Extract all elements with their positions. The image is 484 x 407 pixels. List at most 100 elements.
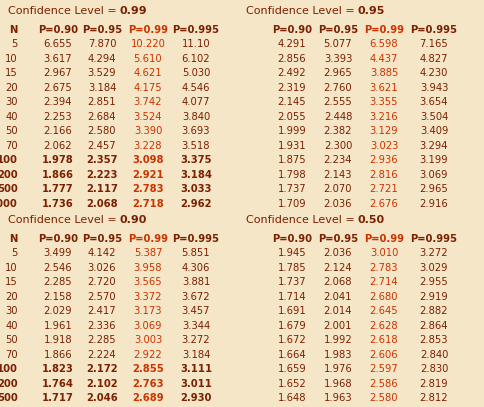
- Text: P=0.995: P=0.995: [172, 25, 220, 35]
- Text: 3.228: 3.228: [134, 141, 162, 151]
- Text: 2.580: 2.580: [88, 126, 116, 136]
- Text: 2.864: 2.864: [420, 321, 448, 331]
- Text: 3.010: 3.010: [370, 248, 398, 258]
- Text: 3.617: 3.617: [44, 54, 72, 64]
- Text: 2.062: 2.062: [44, 141, 72, 151]
- Text: 3.504: 3.504: [420, 112, 448, 122]
- Text: 3.184: 3.184: [88, 83, 116, 93]
- Text: 200: 200: [0, 170, 18, 180]
- Text: P=0.90: P=0.90: [38, 25, 78, 35]
- Text: 3.881: 3.881: [182, 277, 210, 287]
- Text: 100: 100: [0, 155, 18, 165]
- Text: 2.930: 2.930: [181, 393, 212, 403]
- Text: 2.916: 2.916: [420, 199, 448, 209]
- Text: 50: 50: [5, 126, 18, 136]
- Text: 2.684: 2.684: [88, 112, 116, 122]
- Text: 5: 5: [12, 39, 18, 49]
- Text: 3.029: 3.029: [420, 263, 448, 273]
- Text: 2.689: 2.689: [132, 393, 164, 403]
- Text: 3.098: 3.098: [132, 155, 164, 165]
- Text: 1.798: 1.798: [278, 170, 306, 180]
- Text: 2.645: 2.645: [370, 306, 398, 316]
- Text: 200: 200: [0, 379, 18, 389]
- Text: 2.117: 2.117: [86, 184, 118, 195]
- Text: 2.070: 2.070: [324, 184, 352, 195]
- Text: 2.357: 2.357: [86, 155, 118, 165]
- Text: 3.023: 3.023: [370, 141, 398, 151]
- Text: 3.069: 3.069: [420, 170, 448, 180]
- Text: 2.851: 2.851: [88, 97, 116, 107]
- Text: 70: 70: [5, 141, 18, 151]
- Text: 1.714: 1.714: [278, 292, 306, 302]
- Text: 2.718: 2.718: [132, 199, 164, 209]
- Text: 2.853: 2.853: [420, 335, 448, 345]
- Text: N: N: [10, 234, 18, 244]
- Text: 1.968: 1.968: [324, 379, 352, 389]
- Text: 2.882: 2.882: [420, 306, 448, 316]
- Text: 1.945: 1.945: [278, 248, 306, 258]
- Text: 3.672: 3.672: [182, 292, 211, 302]
- Text: P=0.995: P=0.995: [410, 25, 457, 35]
- Text: 3.294: 3.294: [420, 141, 448, 151]
- Text: 100: 100: [0, 364, 18, 374]
- Text: 3.184: 3.184: [182, 350, 210, 360]
- Text: 4.230: 4.230: [420, 68, 448, 79]
- Text: 2.714: 2.714: [370, 277, 398, 287]
- Text: 2.721: 2.721: [370, 184, 398, 195]
- Text: 50: 50: [5, 335, 18, 345]
- Text: 3.375: 3.375: [180, 155, 212, 165]
- Text: 3.393: 3.393: [324, 54, 352, 64]
- Text: 1.664: 1.664: [278, 350, 306, 360]
- Text: P=0.995: P=0.995: [410, 234, 457, 244]
- Text: 2.382: 2.382: [324, 126, 352, 136]
- Text: 2.457: 2.457: [88, 141, 116, 151]
- Text: 20: 20: [5, 83, 18, 93]
- Text: 2.036: 2.036: [324, 248, 352, 258]
- Text: 2.041: 2.041: [324, 292, 352, 302]
- Text: 1.737: 1.737: [278, 277, 306, 287]
- Text: 3.184: 3.184: [180, 170, 212, 180]
- Text: 1.648: 1.648: [278, 393, 306, 403]
- Text: 1.961: 1.961: [44, 321, 73, 331]
- Text: 2.936: 2.936: [370, 155, 398, 165]
- Text: P=0.95: P=0.95: [82, 234, 122, 244]
- Text: 1.691: 1.691: [278, 306, 306, 316]
- Text: 5.030: 5.030: [182, 68, 210, 79]
- Text: 2.492: 2.492: [278, 68, 306, 79]
- Text: 2.448: 2.448: [324, 112, 352, 122]
- Text: 2.720: 2.720: [88, 277, 116, 287]
- Text: 2.224: 2.224: [88, 350, 116, 360]
- Text: 3.111: 3.111: [180, 364, 212, 374]
- Text: 3.693: 3.693: [182, 126, 210, 136]
- Text: 3.011: 3.011: [180, 379, 212, 389]
- Text: 2.158: 2.158: [44, 292, 72, 302]
- Text: 4.175: 4.175: [134, 83, 162, 93]
- Text: 4.546: 4.546: [182, 83, 210, 93]
- Text: 7.165: 7.165: [420, 39, 448, 49]
- Text: 7.870: 7.870: [88, 39, 116, 49]
- Text: 3.840: 3.840: [182, 112, 210, 122]
- Text: 5.077: 5.077: [324, 39, 352, 49]
- Text: 3.003: 3.003: [134, 335, 162, 345]
- Text: Confidence Level =: Confidence Level =: [246, 215, 358, 225]
- Text: 1.709: 1.709: [278, 199, 306, 209]
- Text: 0.99: 0.99: [120, 6, 148, 16]
- Text: 3.529: 3.529: [88, 68, 116, 79]
- Text: 2.840: 2.840: [420, 350, 448, 360]
- Text: 2.001: 2.001: [324, 321, 352, 331]
- Text: 500: 500: [0, 184, 18, 195]
- Text: 1.963: 1.963: [324, 393, 352, 403]
- Text: 2.597: 2.597: [370, 364, 398, 374]
- Text: 2.029: 2.029: [44, 306, 72, 316]
- Text: 2.555: 2.555: [324, 97, 352, 107]
- Text: 3.390: 3.390: [134, 126, 162, 136]
- Text: 2.855: 2.855: [132, 364, 164, 374]
- Text: 4.142: 4.142: [88, 248, 116, 258]
- Text: 2.417: 2.417: [88, 306, 116, 316]
- Text: P=0.90: P=0.90: [272, 25, 312, 35]
- Text: 2.300: 2.300: [324, 141, 352, 151]
- Text: 1.717: 1.717: [42, 393, 74, 403]
- Text: 5.610: 5.610: [134, 54, 162, 64]
- Text: 3.524: 3.524: [134, 112, 162, 122]
- Text: 11.10: 11.10: [182, 39, 211, 49]
